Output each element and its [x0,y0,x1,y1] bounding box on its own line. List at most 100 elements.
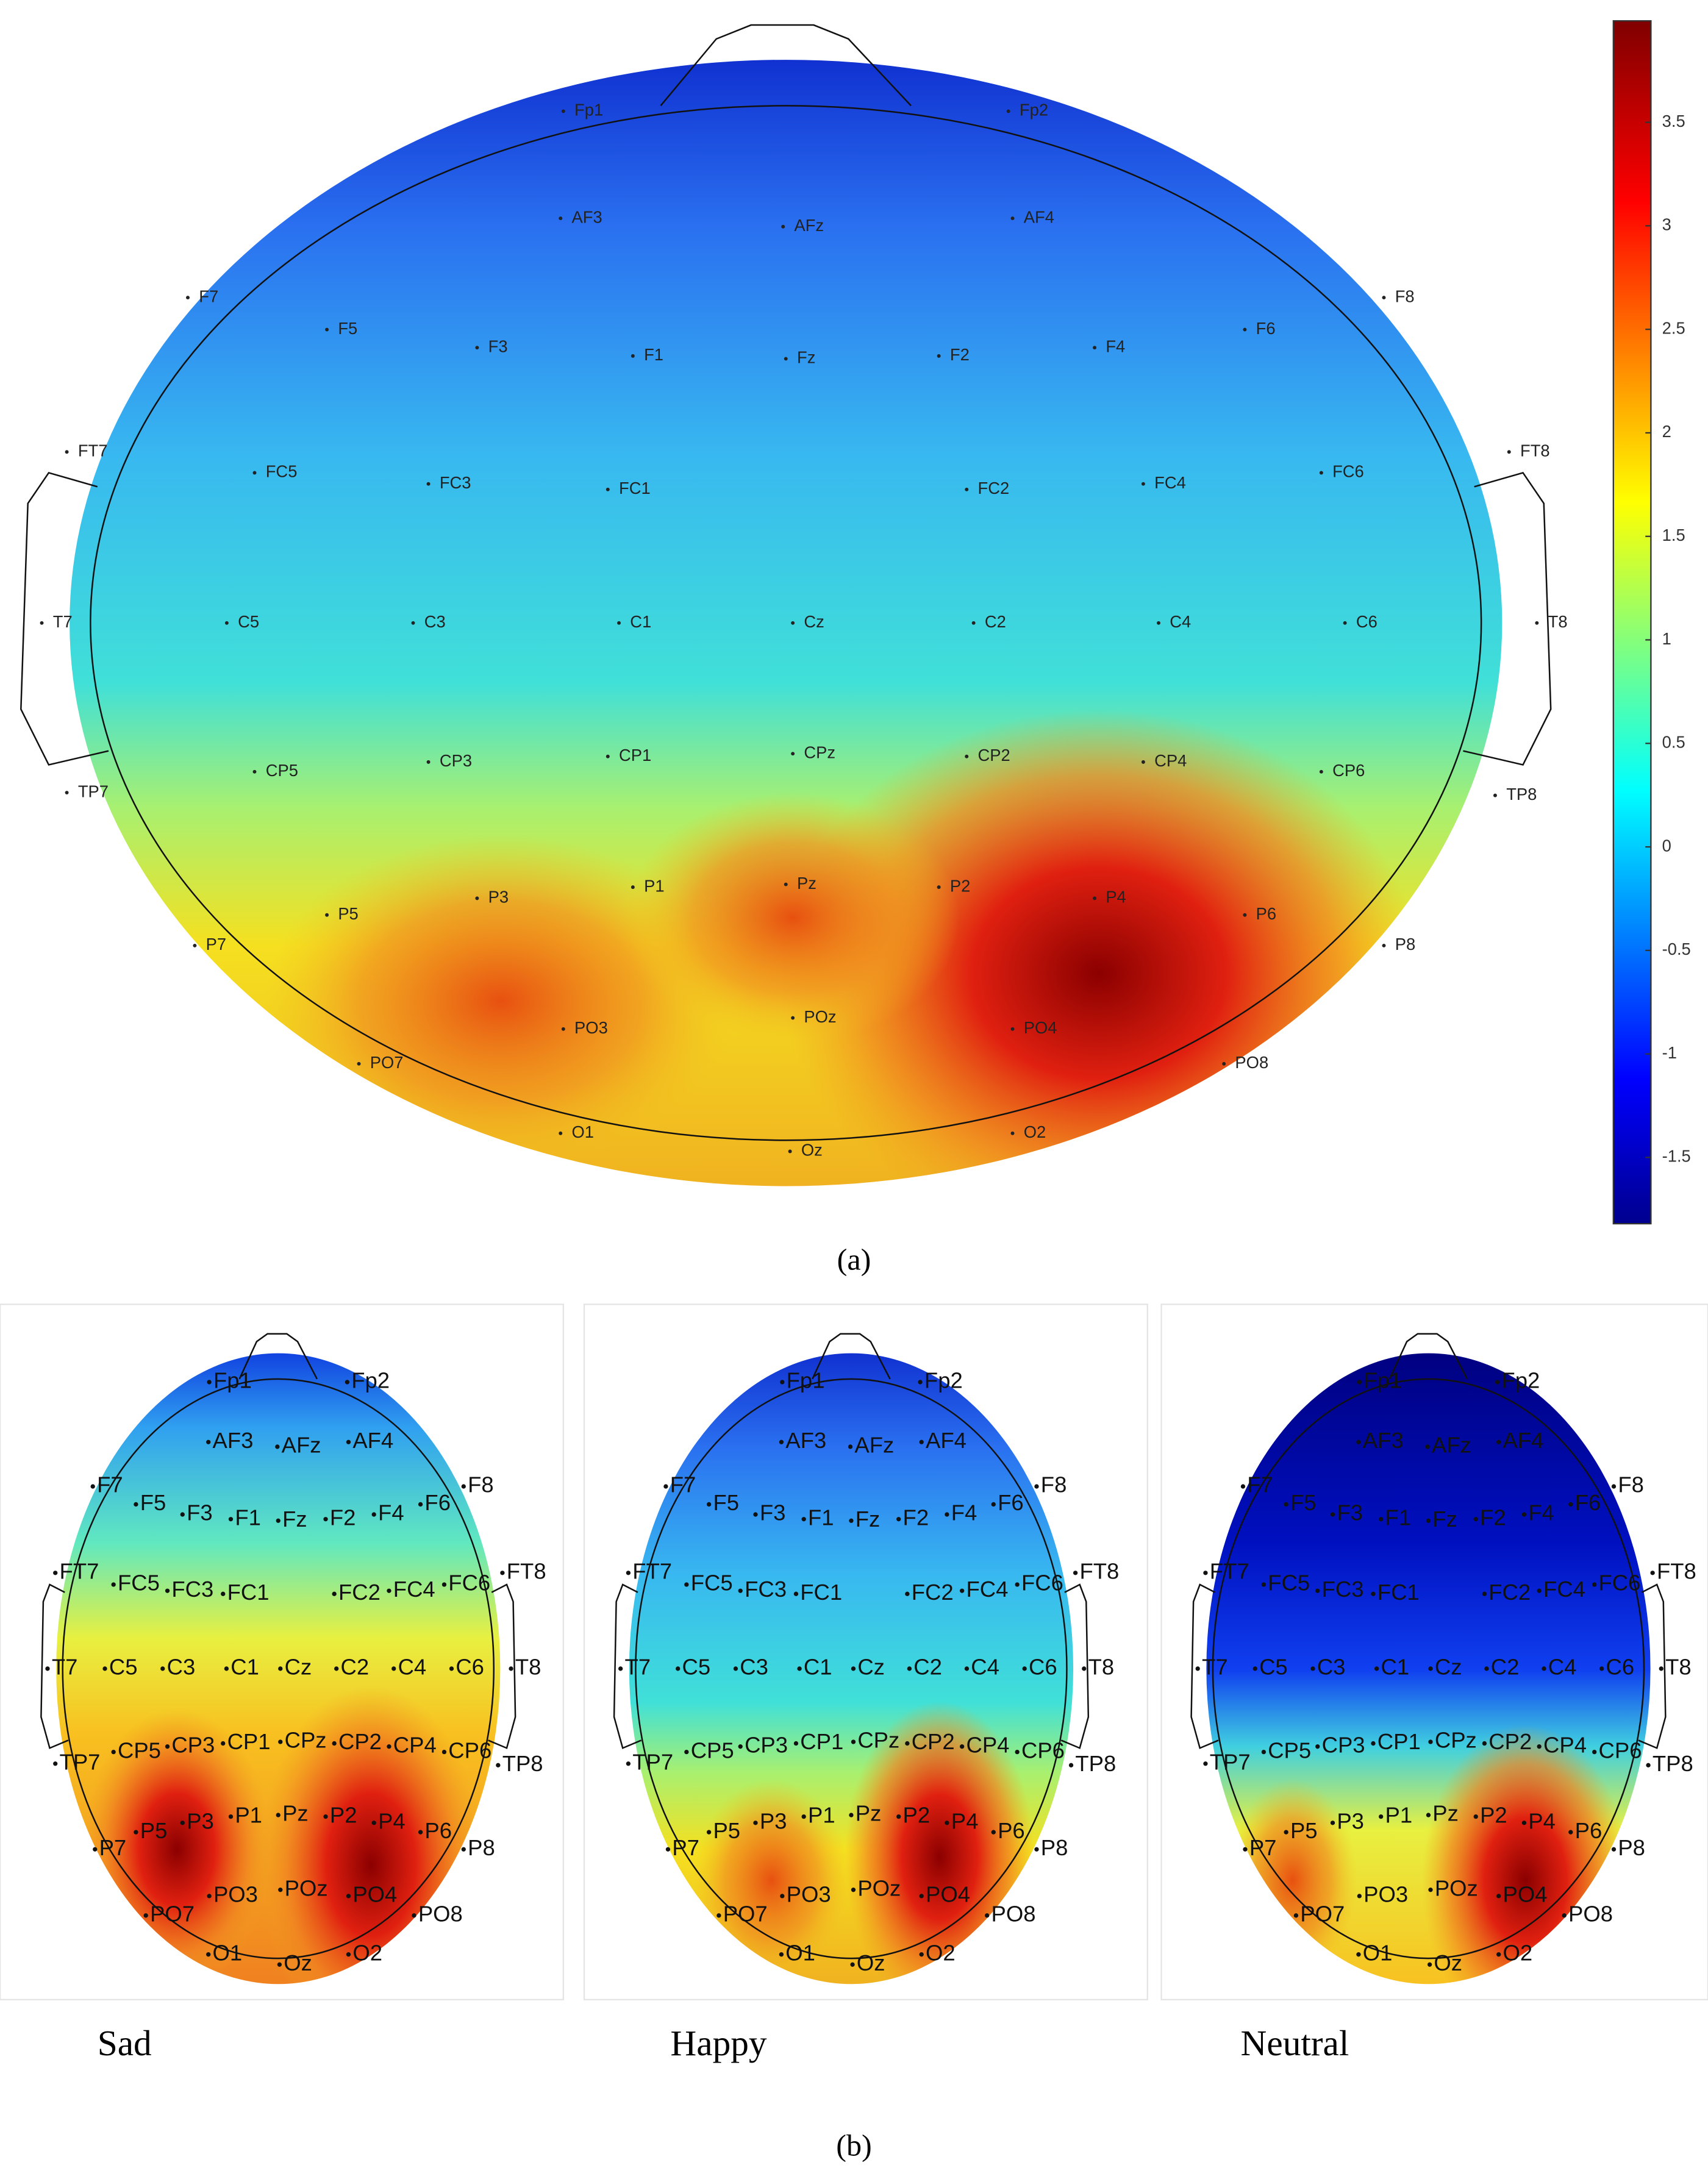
electrode-label: Fp2 [1501,1368,1540,1393]
electrode-label: P8 [1041,1835,1068,1860]
electrode [1343,621,1347,625]
electrode [663,1484,668,1489]
electrode-label: AF3 [213,1428,254,1453]
electrode [1382,943,1386,947]
electrode [1473,1814,1478,1819]
electrode-label: F8 [1041,1472,1067,1497]
electrode [617,621,621,625]
electrode-label: Cz [804,612,824,631]
electrode-label: P2 [950,876,970,895]
electrode-label: TP7 [60,1749,101,1774]
electrode-label: F7 [1247,1472,1273,1497]
electrode [793,1591,799,1596]
electrode-label: C3 [424,612,446,631]
electrode [1315,1744,1320,1749]
electrode [461,1847,466,1852]
electrode-label: P5 [338,904,358,923]
electrode-label: FC2 [338,1580,381,1605]
electrode-label: F7 [670,1472,696,1497]
electrode-label: Oz [284,1950,312,1975]
electrode-label: C1 [230,1655,259,1680]
electrode [684,1749,689,1755]
electrode-label: PO4 [352,1882,397,1907]
electrode-label: FC4 [1154,473,1186,492]
electrode [1426,1518,1431,1523]
electrode-label: F5 [1290,1490,1317,1515]
electrode [849,1813,854,1817]
electrode-label: AF4 [1503,1428,1544,1453]
electrode-label: T8 [1665,1655,1692,1680]
ear [488,1585,516,1748]
electrode [801,1517,806,1522]
electrode [276,1813,280,1817]
electrode [1659,1666,1663,1671]
electrode-label: P1 [644,876,664,895]
electrode [559,216,563,221]
field-hotspot [264,834,737,1168]
electrode [1496,1952,1501,1957]
electrode-label: T7 [52,1655,78,1680]
electrode-label: Fp2 [351,1368,390,1393]
electrode [441,1749,447,1755]
electrode [180,1821,185,1825]
electrode-label: PO3 [213,1882,258,1907]
electrode-label: CP1 [227,1729,271,1754]
electrode [332,1741,337,1746]
electrode-label: P4 [1106,888,1126,907]
electrode [738,1744,743,1749]
electrode-label: O1 [571,1122,593,1141]
electrode-label: F4 [1528,1500,1554,1525]
electrode-label: F1 [235,1505,261,1530]
electrode [134,1502,138,1507]
electrode-label: TP7 [1210,1749,1251,1774]
electrode-label: CP6 [1021,1738,1065,1763]
electrode [896,1517,901,1522]
electrode-label: AFz [854,1433,894,1458]
electrode [1535,621,1539,625]
electrode [53,1761,58,1766]
electrode [848,1444,853,1449]
condition-label: Neutral [1241,2023,1349,2063]
electrode [1315,1588,1320,1593]
head-outline [90,105,1481,1140]
electrode-label: F5 [338,319,357,338]
electrode-label: FC6 [448,1571,490,1596]
electrode [971,621,976,625]
electrode [738,1588,743,1593]
electrode-label: F2 [903,1505,929,1530]
electrode [1611,1847,1617,1852]
electrode [387,1588,391,1593]
electrode [1379,1517,1384,1522]
electrode-label: P6 [1575,1818,1603,1843]
electrode-label: CP4 [393,1732,437,1757]
electrode-label: P1 [808,1802,835,1827]
electrode-label: FT8 [507,1558,546,1583]
electrode-label: CP1 [800,1729,843,1754]
electrode [180,1512,185,1517]
electrode-label: F5 [140,1490,166,1515]
electrode [1646,1763,1651,1767]
electrode-label: P5 [140,1818,168,1843]
electrode-label: FC3 [1322,1577,1364,1602]
electrode-label: P5 [1290,1818,1318,1843]
electrode [1330,1821,1335,1825]
electrode [277,1962,282,1967]
electrode-label: Fp1 [787,1368,825,1393]
electrode-label: O2 [1024,1122,1046,1141]
electrode [937,354,941,358]
electrode [606,754,610,758]
electrode [93,1847,98,1852]
electrode [111,1582,116,1587]
electrode [1482,1741,1487,1746]
electrode [332,1591,337,1596]
electrode [1356,1952,1361,1957]
ear [1463,473,1551,765]
electrode-label: O1 [1363,1940,1393,1965]
electrode-label: C2 [985,612,1006,631]
electrode [849,1518,854,1523]
electrode-label: C4 [1548,1655,1577,1680]
electrode [1093,896,1097,900]
electrode-label: TP7 [632,1749,673,1774]
electrode-label: FC2 [977,479,1009,497]
electrode [1284,1502,1288,1507]
